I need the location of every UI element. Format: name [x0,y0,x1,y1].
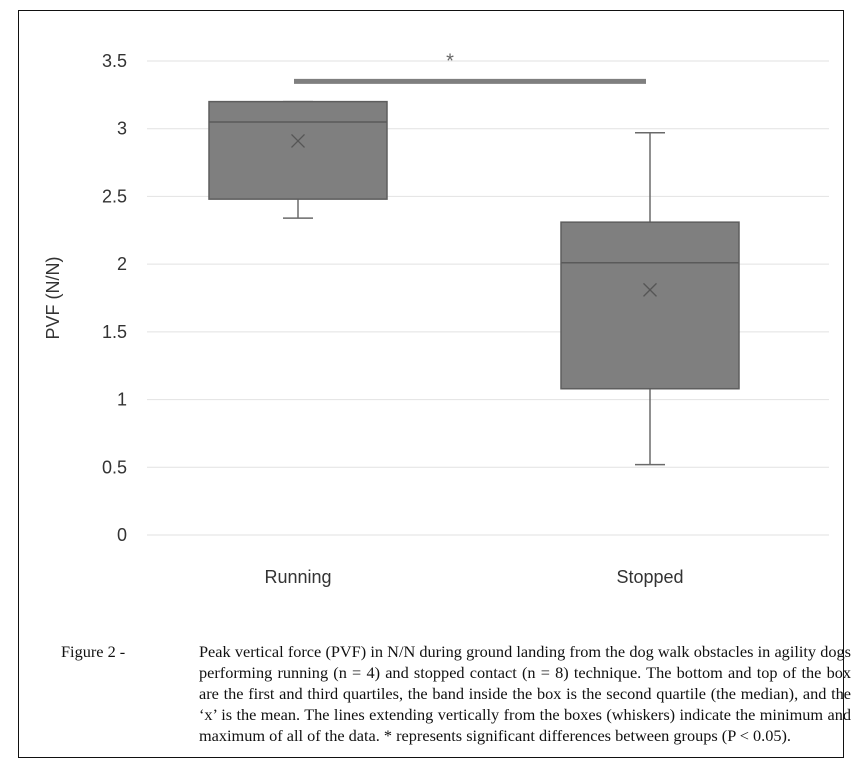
caption-prefix: Figure 2 - [61,642,126,661]
box-stopped [560,132,740,466]
figure-caption: Figure 2 - Peak vertical force (PVF) in … [61,641,851,746]
y-tick-label: 2.5 [102,186,127,206]
box-plot-chart: 0 0.5 1 1.5 2 2.5 3 3.5 PVF (N/N) Running Stoppe… [43,50,829,587]
y-tick-label: 2 [117,254,127,274]
boxes [208,100,740,466]
y-tick-label: 3 [117,119,127,139]
x-axis-categories: Running Stopped [264,567,683,587]
significance-asterisk: * [446,50,454,72]
iqr-box [208,100,388,200]
category-label-stopped: Stopped [616,567,683,587]
y-axis-label: PVF (N/N) [43,257,63,340]
box-running [208,100,388,219]
y-tick-label: 3.5 [102,51,127,71]
mean-marker [291,133,305,148]
y-tick-label: 0 [117,525,127,545]
caption-text: Peak vertical force (PVF) in N/N during … [199,642,851,745]
y-tick-label: 1.5 [102,322,127,342]
y-tick-label: 1 [117,390,127,410]
y-axis-ticks: 0 0.5 1 1.5 2 2.5 3 3.5 [102,51,127,545]
category-label-running: Running [264,567,331,587]
y-tick-label: 0.5 [102,457,127,477]
mean-marker [643,282,657,297]
iqr-box [560,221,740,390]
significance-marker: * [294,50,646,84]
figure-frame: 0 0.5 1 1.5 2 2.5 3 3.5 PVF (N/N) Running Stoppe… [18,10,851,758]
